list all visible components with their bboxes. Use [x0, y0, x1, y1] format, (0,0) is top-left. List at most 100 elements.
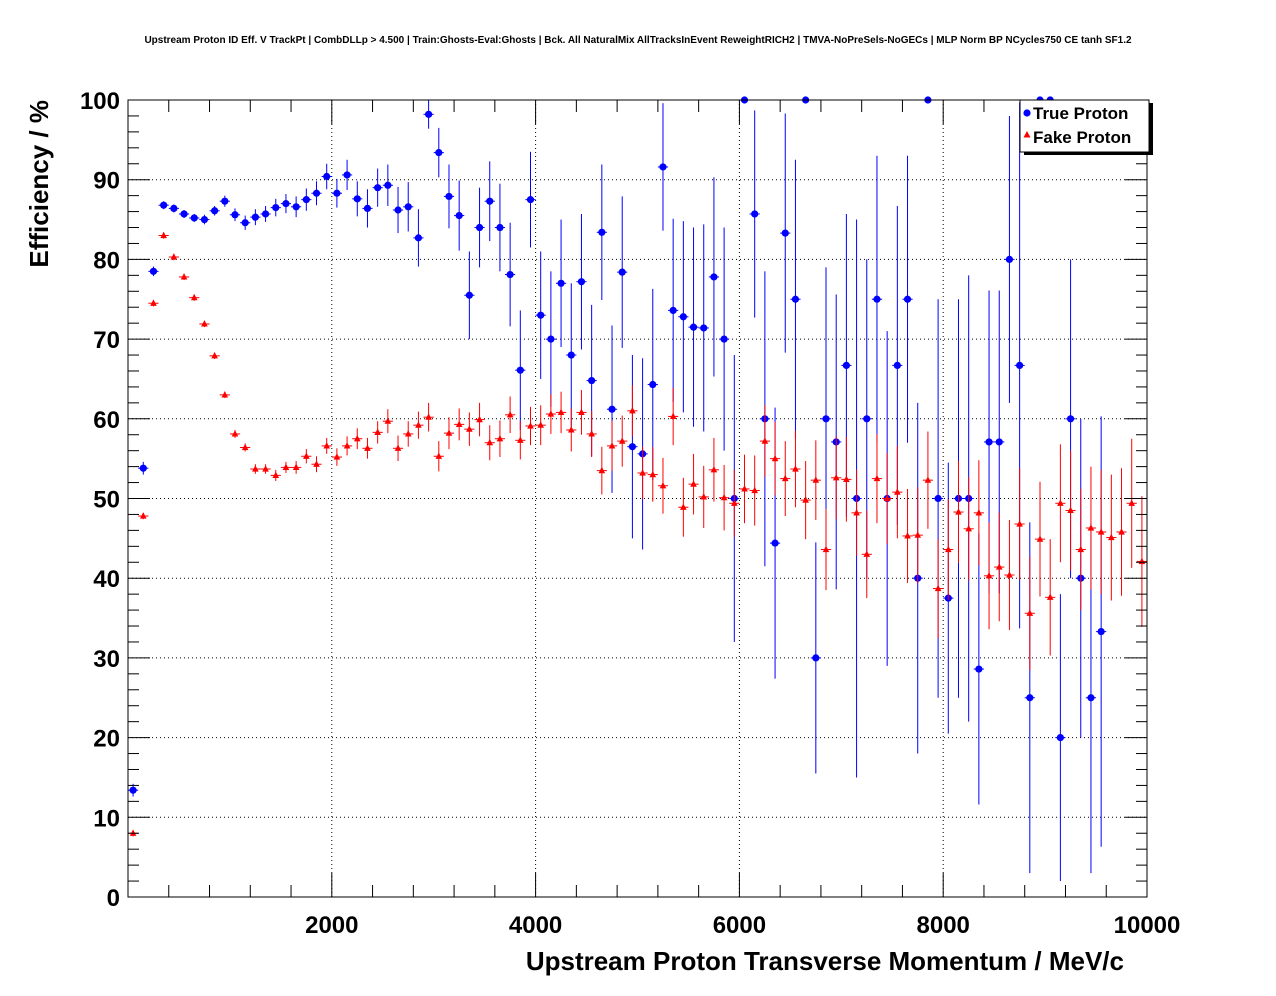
data-point	[883, 494, 891, 502]
data-point	[557, 408, 565, 416]
data-point	[1026, 694, 1034, 702]
data-series	[128, 96, 1147, 882]
data-point	[588, 430, 595, 437]
data-point	[1118, 528, 1125, 535]
data-point	[914, 531, 922, 538]
data-point	[598, 228, 606, 236]
data-point	[1077, 545, 1085, 553]
data-point	[761, 437, 769, 444]
data-point	[262, 465, 269, 472]
data-point	[150, 299, 157, 306]
data-point	[771, 454, 779, 462]
data-point	[190, 214, 198, 222]
legend-box	[1019, 99, 1150, 153]
data-point	[710, 273, 718, 281]
axes: 0 10 20 30 40 50 60 70 80 90 100 2000 4000 6000 8000 10…	[80, 88, 1180, 939]
data-point	[323, 172, 331, 181]
data-point	[812, 476, 820, 483]
y-tick-label: 60	[93, 407, 120, 434]
data-point	[863, 550, 871, 557]
data-point	[1108, 533, 1115, 541]
data-point	[680, 503, 687, 510]
data-point	[527, 422, 534, 429]
data-point	[1067, 506, 1074, 514]
data-point	[822, 545, 830, 553]
data-point	[384, 181, 392, 189]
data-point	[425, 110, 433, 118]
data-point	[517, 436, 524, 443]
data-point	[720, 335, 728, 343]
data-point	[363, 204, 372, 212]
data-point	[313, 460, 320, 467]
data-point	[333, 453, 341, 460]
data-point	[873, 474, 881, 482]
data-point	[577, 278, 586, 286]
x-tick-label: 10000	[1114, 912, 1181, 939]
data-point	[669, 412, 677, 420]
data-point	[710, 466, 718, 473]
data-point	[975, 509, 983, 516]
data-point	[904, 532, 911, 539]
data-point	[445, 429, 453, 436]
data-point	[812, 654, 820, 662]
data-point	[771, 539, 779, 547]
data-point	[476, 415, 483, 423]
data-point	[292, 203, 300, 211]
data-point	[659, 163, 667, 171]
data-point	[689, 323, 698, 331]
y-tick-label: 40	[93, 566, 120, 593]
data-point	[924, 476, 932, 483]
data-point	[791, 295, 800, 303]
data-point	[934, 494, 942, 503]
data-point	[863, 415, 871, 423]
data-point	[1128, 499, 1136, 506]
data-point	[537, 421, 544, 428]
data-point	[1006, 571, 1013, 578]
data-point	[700, 324, 708, 332]
data-point	[608, 442, 616, 449]
data-point	[903, 295, 912, 303]
data-point	[353, 434, 361, 442]
data-point	[211, 207, 219, 215]
data-point	[465, 291, 473, 299]
data-point	[404, 430, 412, 437]
data-point	[781, 229, 789, 237]
data-point	[894, 488, 901, 495]
data-point	[282, 200, 290, 208]
data-point	[445, 192, 453, 201]
data-point	[149, 267, 158, 275]
legend-label-true-proton: True Proton	[1033, 104, 1128, 123]
data-point	[1036, 535, 1044, 542]
data-point	[1016, 361, 1024, 370]
data-point	[221, 391, 229, 398]
data-point	[639, 469, 646, 476]
data-point	[190, 293, 198, 301]
data-point	[180, 210, 188, 218]
data-point	[649, 470, 657, 478]
data-point	[200, 215, 209, 224]
y-tick-label: 90	[93, 168, 120, 195]
data-point	[944, 545, 952, 553]
data-point	[618, 437, 626, 444]
data-point	[893, 361, 901, 370]
grid-lines	[128, 100, 1147, 897]
data-point	[1056, 734, 1064, 742]
data-point	[435, 149, 443, 157]
data-point	[608, 405, 616, 413]
data-point	[934, 584, 942, 592]
data-point	[985, 572, 993, 579]
data-point	[139, 512, 147, 519]
series-fake-proton	[128, 231, 1147, 837]
data-point	[547, 335, 555, 343]
data-point	[251, 213, 259, 221]
data-point	[669, 306, 677, 315]
data-point	[526, 196, 535, 204]
data-point	[557, 279, 565, 287]
data-point	[211, 352, 218, 359]
data-point	[231, 430, 239, 437]
y-tick-label: 20	[93, 726, 120, 753]
y-tick-label: 100	[80, 88, 120, 115]
data-point	[312, 189, 321, 197]
data-point	[180, 273, 188, 280]
